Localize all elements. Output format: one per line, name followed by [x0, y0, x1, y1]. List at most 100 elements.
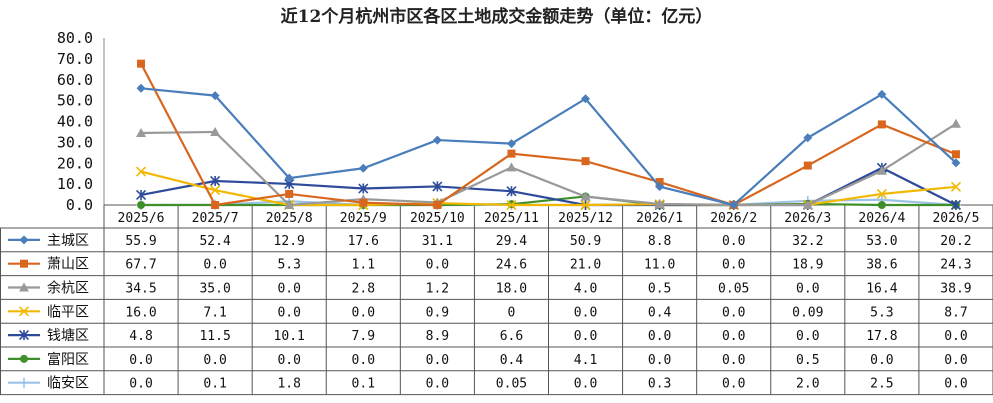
data-value-cell: 0.0 [722, 329, 745, 344]
y-tick-label: 30.0 [57, 133, 93, 151]
data-point-marker [285, 189, 294, 198]
data-value-cell: 0.0 [796, 282, 819, 297]
series-1 [136, 83, 961, 210]
data-value-cell: 0.0 [944, 329, 967, 344]
data-value-cell: 17.8 [866, 329, 897, 344]
data-value-cell: 4.0 [574, 282, 597, 297]
data-point-marker [506, 199, 517, 211]
data-value-cell: 10.1 [274, 329, 305, 344]
data-value-cell: 17.6 [348, 234, 379, 249]
series-line [141, 195, 956, 207]
data-point-marker [18, 330, 30, 341]
data-point-marker [19, 235, 29, 245]
x-category-label: 2025/11 [484, 211, 539, 226]
data-value-cell: 0.0 [722, 258, 745, 273]
data-point-marker [358, 163, 368, 173]
data-point-marker [580, 191, 591, 201]
data-value-cell: 0.0 [203, 353, 226, 368]
data-value-cell: 0.0 [722, 234, 745, 249]
table-row: 临平区 16.0 7.1 0.0 0.0 0.9 0 0.0 0.4 0.0 0.09 5.3 8.7 [8, 304, 968, 320]
data-point-marker [432, 181, 443, 192]
data-value-cell: 0.0 [648, 329, 671, 344]
data-value-cell: 0.0 [203, 258, 226, 273]
data-point-marker [506, 139, 516, 149]
data-value-cell: 0.0 [722, 305, 745, 320]
data-value-cell: 35.0 [199, 282, 230, 297]
series-name-label: 余杭区 [47, 280, 89, 297]
data-value-cell: 0.0 [722, 377, 745, 392]
data-point-marker [581, 94, 591, 104]
data-value-cell: 4.8 [129, 329, 152, 344]
data-point-marker [210, 91, 220, 101]
data-value-cell: 0.5 [648, 282, 671, 297]
table-row: 余杭区 34.5 35.0 0.0 2.8 1.2 18.0 4.0 0.5 0.05 0.0 16.… [8, 280, 972, 297]
data-value-cell: 8.9 [426, 329, 449, 344]
data-point-marker [950, 118, 961, 128]
data-value-cell: 0.4 [500, 353, 524, 368]
data-value-cell: 2.5 [870, 377, 893, 392]
data-value-cell: 18.9 [792, 258, 823, 273]
data-point-marker [210, 185, 221, 196]
data-value-cell: 0.3 [648, 377, 671, 392]
data-point-marker [803, 161, 812, 170]
data-value-cell: 0.0 [352, 305, 375, 320]
series-3 [136, 118, 961, 209]
y-tick-label: 70.0 [57, 50, 93, 68]
series-line [140, 63, 957, 207]
data-value-cell: 0.0 [870, 353, 893, 368]
data-value-cell: 2.8 [352, 282, 375, 297]
data-point-marker [654, 198, 665, 208]
data-value-cell: 6.6 [500, 329, 523, 344]
y-tick-label: 0.0 [66, 196, 93, 214]
data-value-cell: 52.4 [199, 234, 230, 249]
data-value-cell: 1.2 [426, 282, 449, 297]
data-value-cell: 0.0 [574, 305, 597, 320]
data-value-cell: 0.0 [796, 329, 819, 344]
data-value-cell: 0 [508, 305, 516, 320]
data-point-marker [877, 89, 887, 99]
series-name-label: 临安区 [47, 376, 89, 392]
data-value-cell: 20.2 [940, 234, 971, 249]
data-value-cell: 53.0 [866, 234, 897, 249]
data-value-cell: 0.09 [792, 305, 823, 320]
data-point-marker [507, 149, 516, 158]
table-row: 钱塘区 4.8 11.5 10.1 7.9 8.9 6.6 0.0 0.0 0.0 0.0 17.8 0… [8, 328, 968, 344]
data-point-marker [803, 133, 813, 143]
data-point-marker [284, 200, 295, 209]
data-value-cell: 5.3 [277, 258, 300, 273]
data-value-cell: 29.4 [496, 234, 527, 249]
x-category-label: 2026/4 [858, 211, 905, 226]
x-category-label: 2026/5 [932, 211, 979, 226]
table-row: 富阳区 0.0 0.0 0.0 0.0 0.0 0.4 4.1 0.0 0.0 0.5 0.0 0.0 [8, 351, 968, 368]
data-value-cell: 32.2 [792, 234, 823, 249]
data-value-cell: 11.5 [199, 329, 230, 344]
data-value-cell: 5.3 [870, 305, 893, 320]
data-table: 2025/6 2025/7 2025/8 2025/9 2025/10 2025/11 20… [0, 204, 993, 396]
data-point-marker [506, 162, 517, 172]
data-point-marker [432, 135, 442, 145]
data-value-cell: 0.05 [718, 282, 749, 297]
data-value-cell: 1.8 [277, 377, 300, 392]
data-value-cell: 0.4 [648, 305, 672, 320]
data-value-cell: 0.05 [496, 377, 527, 392]
data-point-marker [876, 188, 887, 200]
table-row: 萧山区 67.7 0.0 5.3 1.1 0.0 24.6 21.0 11.0 0.0 18.9 38… [8, 257, 972, 273]
data-value-cell: 24.3 [940, 258, 971, 273]
data-point-marker [137, 59, 146, 68]
x-category-label: 2025/6 [118, 211, 165, 226]
data-value-cell: 0.9 [426, 305, 449, 320]
data-point-marker [19, 282, 29, 292]
data-point-marker [876, 165, 887, 175]
data-point-marker [729, 200, 739, 210]
data-value-cell: 18.0 [496, 282, 527, 297]
data-value-cell: 1.1 [352, 258, 375, 273]
data-point-marker [802, 200, 813, 209]
series-line [141, 122, 957, 207]
series-name-label: 钱塘区 [47, 328, 89, 344]
data-value-cell: 38.6 [866, 258, 897, 273]
data-value-cell: 67.7 [125, 258, 156, 273]
data-point-marker [655, 182, 665, 192]
data-point-marker [135, 189, 147, 201]
data-point-marker [137, 201, 146, 209]
